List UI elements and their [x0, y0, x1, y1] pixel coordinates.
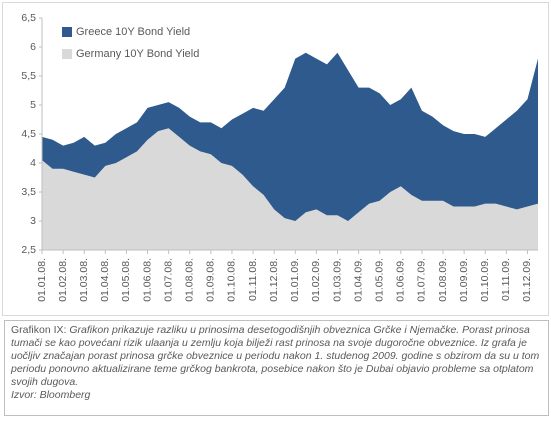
caption-label: Grafikon IX: [11, 324, 67, 336]
x-tick-label: 01.01.09. [289, 258, 301, 302]
x-tick-label: 01.12.09. [521, 258, 533, 302]
x-tick-label: 01.09.09. [458, 258, 470, 302]
legend-swatch [62, 49, 72, 59]
x-tick-label: 01.12.08. [268, 258, 280, 302]
x-tick-label: 01.08.08. [184, 258, 196, 302]
x-tick-label: 01.11.09. [500, 258, 512, 301]
y-tick-label: 6 [30, 41, 36, 53]
area [42, 128, 538, 250]
chart-frame [2, 2, 549, 316]
y-tick-label: 3,5 [21, 186, 36, 198]
x-tick-label: 01.03.09. [331, 258, 343, 302]
y-tick-label: 4 [30, 157, 36, 169]
x-tick-label: 01.05.09. [373, 258, 385, 302]
x-tick-label: 01.02.09. [310, 258, 322, 302]
x-tick-label: 01.09.08. [205, 258, 217, 302]
caption-source: Izvor: Bloomberg [11, 389, 91, 401]
x-tick-label: 01.06.08. [141, 258, 153, 302]
x-tick-label: 01.07.09. [416, 258, 428, 302]
chart: 2,5 3 3,5 4 4,5 5 5,5 6 6,5 01.01.08. 01.02.08. 01.… [21, 12, 538, 302]
x-tick-label: 01.03.08. [78, 258, 90, 302]
y-tick-label: 5 [30, 99, 36, 111]
x-tick-label: 01.07.08. [162, 258, 174, 302]
legend-label: Germany 10Y Bond Yield [76, 48, 199, 60]
x-tick-label: 01.05.08. [120, 258, 132, 302]
x-tick-label: 01.10.09. [479, 258, 491, 302]
y-tick-label: 3 [30, 215, 36, 227]
y-tick-label: 4,5 [21, 128, 36, 140]
x-tick-label: 01.06.09. [395, 258, 407, 302]
caption: Grafikon IX: Grafikon prikazuje razliku … [4, 320, 549, 416]
x-tick-label: 01.08.09. [437, 258, 449, 302]
caption-text: Grafikon prikazuje razliku u prinosima d… [11, 324, 540, 388]
y-tick-label: 2,5 [21, 244, 36, 256]
x-tick-label: 01.11.08. [247, 258, 259, 301]
x-tick-label: 01.10.08. [226, 258, 238, 302]
legend-label: Greece 10Y Bond Yield [76, 26, 190, 38]
x-tick-label: 01.02.08. [57, 258, 69, 302]
y-tick-label: 5,5 [21, 70, 36, 82]
legend-swatch [62, 27, 72, 37]
x-tick-label: 01.04.09. [352, 258, 364, 302]
x-tick-label: 01.04.08. [99, 258, 111, 302]
y-tick-label: 6,5 [21, 12, 36, 24]
x-tick-label: 01.01.08. [36, 258, 48, 302]
